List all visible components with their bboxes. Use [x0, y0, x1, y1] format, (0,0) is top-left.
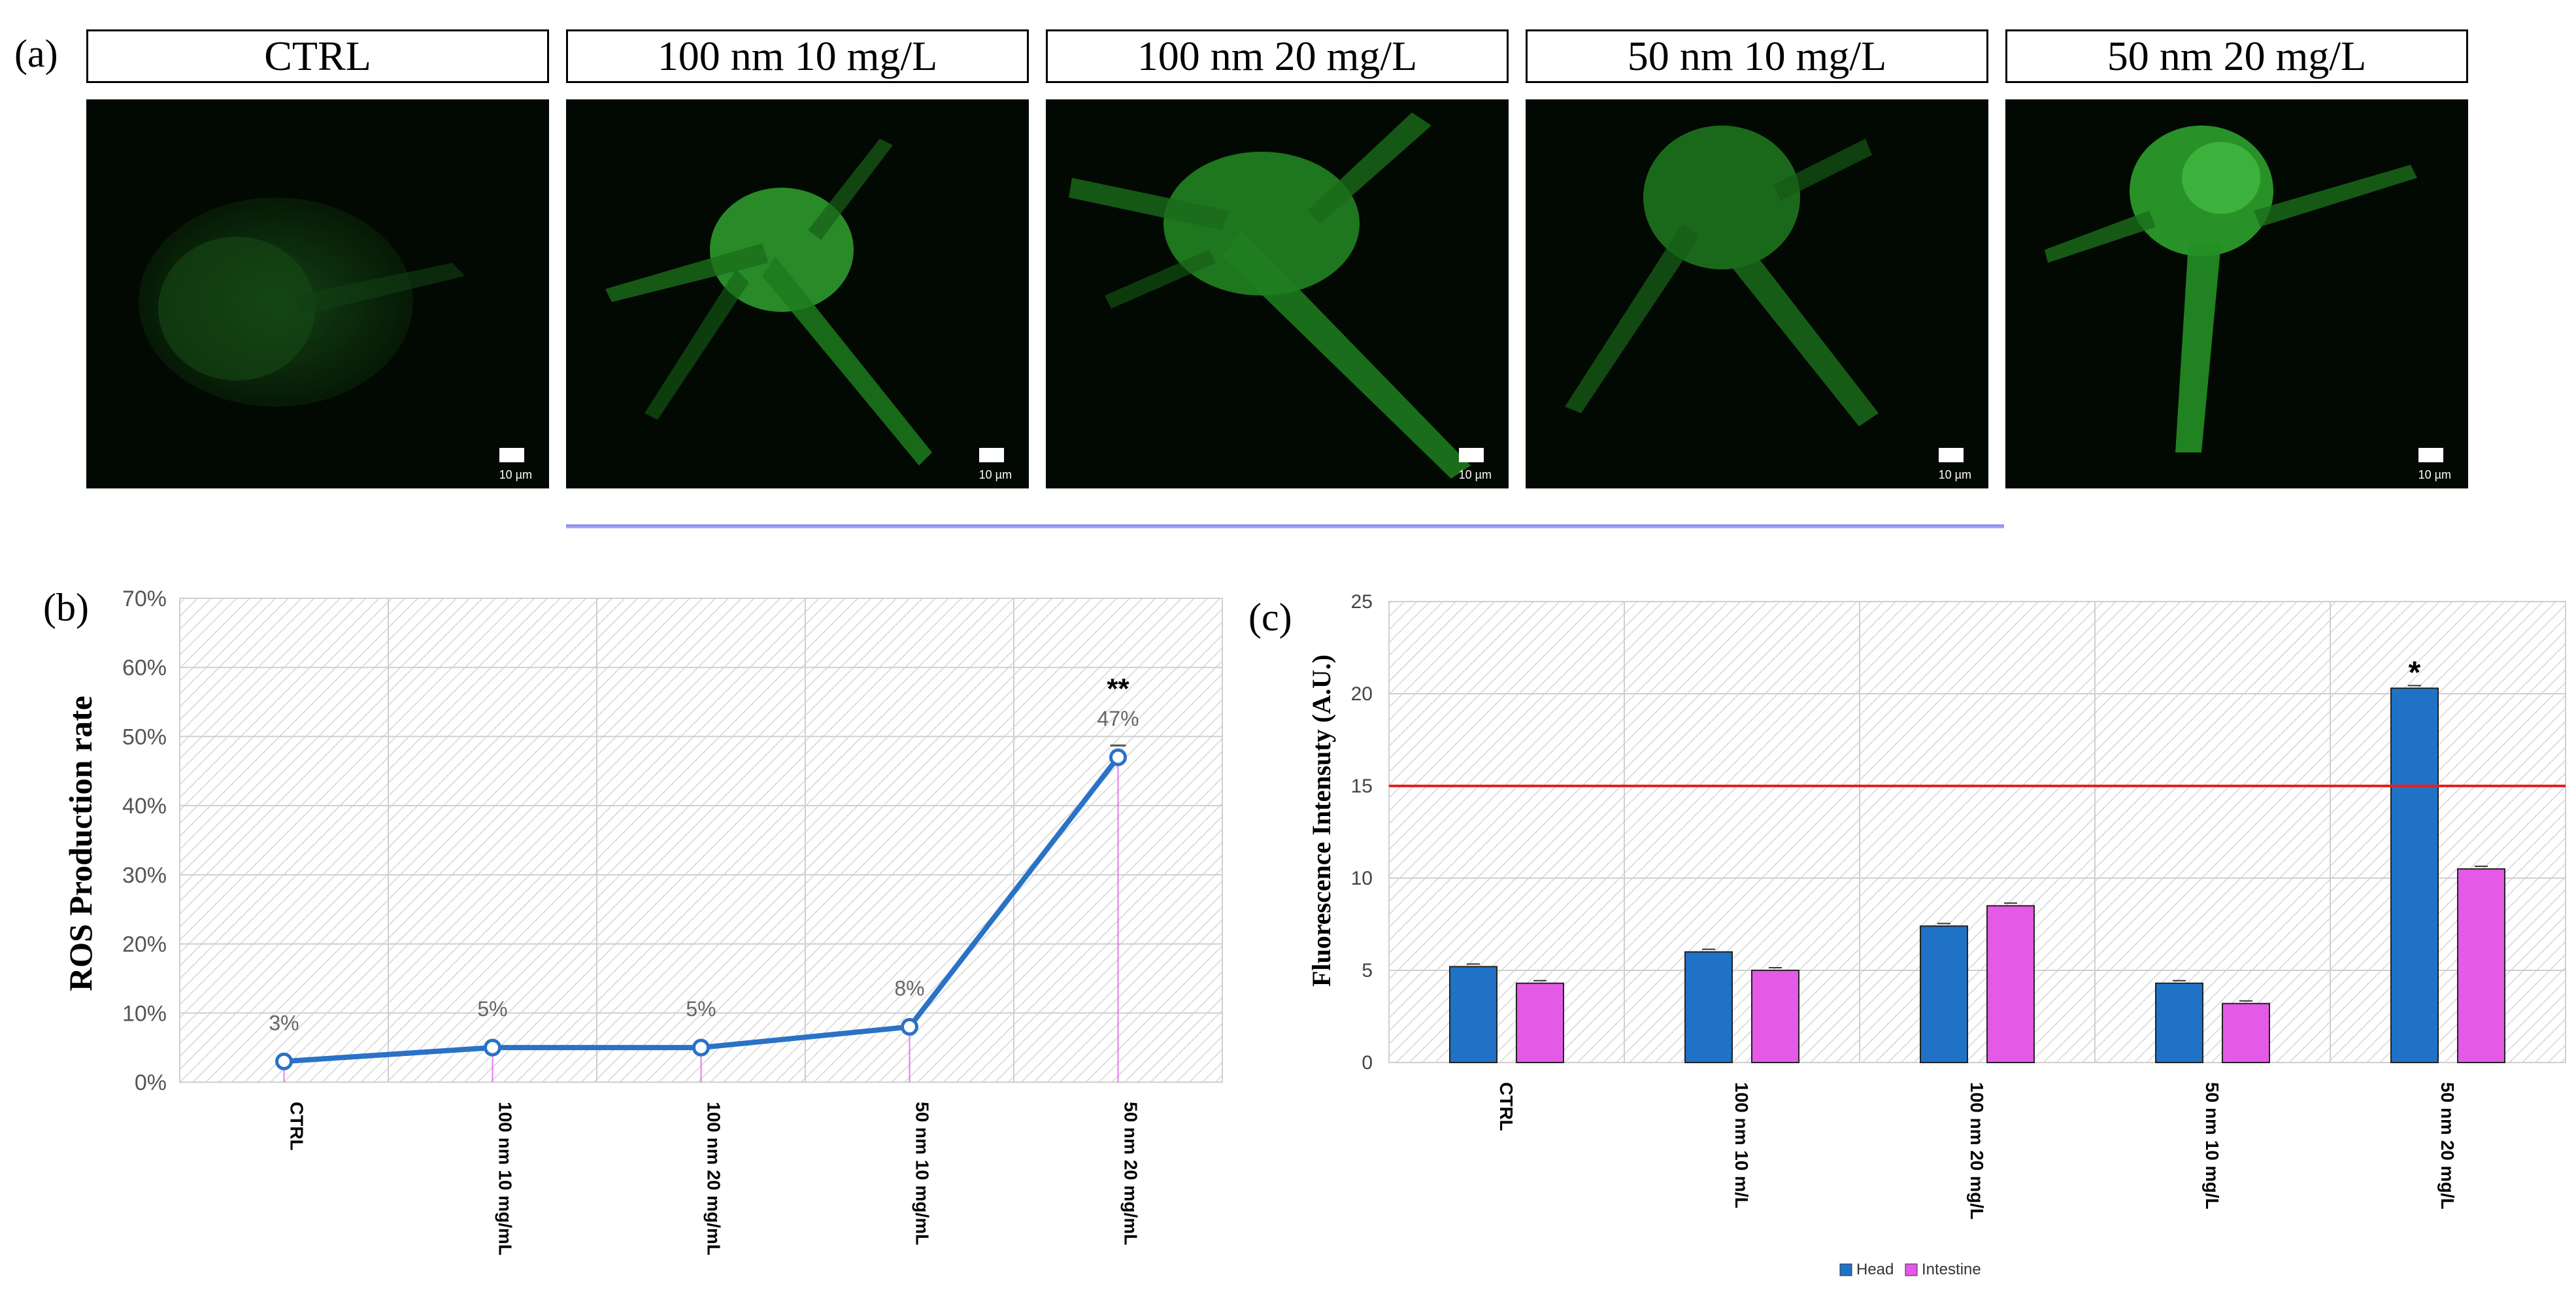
data-label: 8%	[894, 976, 924, 1000]
data-label: 5%	[686, 997, 716, 1021]
bar-head	[1449, 966, 1497, 1063]
x-tick-label: 100 nm 20 mg/L	[1967, 1082, 1987, 1219]
x-tick-label: 50 nm 20 mg/L	[2437, 1082, 2458, 1210]
y-tick-label: 25	[1351, 591, 1373, 613]
ros-line-chart: 0% 10% 20% 30% 40% 50% 60% 70% 3% CTRL 5% 100 nm 10…	[62, 587, 1223, 1255]
image-label-ctrl: CTRL	[86, 29, 549, 83]
significance-marker: *	[2409, 656, 2421, 690]
divider-line	[566, 524, 2004, 528]
y-tick-label: 0%	[135, 1070, 167, 1095]
bar-head	[1920, 925, 1968, 1063]
image-label-100nm-20: 100 nm 20 mg/L	[1046, 29, 1509, 83]
y-tick-label: 10%	[122, 1001, 167, 1026]
scale-bar	[2418, 448, 2443, 462]
bar-head	[1684, 951, 1733, 1063]
y-tick-label: 5	[1362, 960, 1373, 981]
x-tick-label: 50 nm 20 mg/mL	[1121, 1102, 1141, 1245]
plot-area	[1388, 601, 2566, 1063]
data-point	[692, 1038, 710, 1057]
fluorescence-bar-chart: 0 5 10 15 20 25 CTRL 100 nm 10 m/L 100 nm 20 mg/…	[1307, 591, 2566, 1278]
data-label: 47%	[1097, 707, 1139, 730]
data-point	[484, 1038, 501, 1057]
y-tick-label: 15	[1351, 775, 1373, 797]
panel-label-b: (b)	[43, 586, 89, 629]
fluor-y-axis-title: Fluorescence Intensuty (A.U.)	[1307, 655, 1336, 987]
y-tick-label: 20%	[122, 932, 167, 957]
scale-label: 10 µm	[499, 468, 532, 481]
x-tick-label: 50 nm 10 mg/mL	[912, 1102, 933, 1245]
data-label: 3%	[269, 1011, 299, 1034]
bar-head	[2155, 982, 2203, 1063]
scale-label: 10 µm	[1458, 468, 1492, 481]
legend-swatch-head	[1839, 1263, 1852, 1276]
legend: Head Intestine	[1839, 1261, 1981, 1278]
scale-label: 10 µm	[1938, 468, 1971, 481]
legend-label-intestine: Intestine	[1922, 1261, 1981, 1278]
x-tick-label: 100 nm 20 mg/mL	[704, 1102, 724, 1255]
scale-bar	[1939, 448, 1964, 462]
scale-bar	[979, 448, 1004, 462]
data-point	[275, 1052, 293, 1070]
organism-100nm-20	[1069, 112, 1471, 479]
micrograph-100nm-20: 10 µm	[1046, 99, 1509, 488]
ros-y-axis-title: ROS Production rate	[62, 696, 99, 991]
micrograph-50nm-20: 10 µm	[2005, 99, 2468, 488]
significance-marker: **	[1107, 673, 1129, 705]
bar-intestine	[2457, 868, 2505, 1063]
y-tick-label: 50%	[122, 724, 167, 749]
y-tick-label: 70%	[122, 587, 167, 611]
image-label-50nm-20: 50 nm 20 mg/L	[2005, 29, 2468, 83]
y-tick-label: 60%	[122, 656, 167, 681]
data-point	[901, 1017, 918, 1036]
organism-50nm-20	[2045, 126, 2417, 452]
organism-50nm-10	[1565, 126, 1879, 426]
bar-intestine	[1986, 905, 2035, 1063]
scale-label: 10 µm	[2418, 468, 2451, 481]
x-tick-label: 50 nm 10 mg/L	[2202, 1082, 2222, 1210]
bar-head	[2390, 687, 2439, 1064]
y-tick-label: 30%	[122, 863, 167, 888]
scale-bar	[499, 448, 524, 462]
x-tick-label: CTRL	[1496, 1082, 1516, 1131]
organism-100nm-10	[605, 139, 932, 466]
scale-bar	[1459, 448, 1484, 462]
data-label: 5%	[477, 997, 507, 1021]
micrograph-100nm-10: 10 µm	[566, 99, 1029, 488]
micrograph-ctrl: 10 µm	[86, 99, 549, 488]
bar-intestine	[1516, 982, 1564, 1063]
y-tick-label: 10	[1351, 868, 1373, 889]
bar-intestine	[1751, 970, 1799, 1063]
x-tick-label: CTRL	[287, 1102, 307, 1151]
x-tick-label: 100 nm 10 m/L	[1731, 1082, 1752, 1208]
micrograph-50nm-10: 10 µm	[1526, 99, 1988, 488]
panel-label-a: (a)	[14, 32, 58, 75]
x-tick-label: 100 nm 10 mg/mL	[495, 1102, 516, 1255]
y-tick-label: 0	[1362, 1052, 1373, 1074]
bar-intestine	[2222, 1002, 2270, 1064]
image-label-100nm-10: 100 nm 10 mg/L	[566, 29, 1029, 83]
organism-ctrl	[139, 197, 465, 407]
y-tick-label: 40%	[122, 794, 167, 819]
legend-swatch-intestine	[1905, 1263, 1918, 1276]
y-tick-label: 20	[1351, 683, 1373, 705]
data-point	[1109, 748, 1127, 766]
plot-area	[179, 598, 1223, 1083]
scale-label: 10 µm	[979, 468, 1012, 481]
image-label-50nm-10: 50 nm 10 mg/L	[1526, 29, 1988, 83]
panel-label-c: (c)	[1248, 596, 1292, 639]
legend-label-head: Head	[1856, 1261, 1894, 1278]
